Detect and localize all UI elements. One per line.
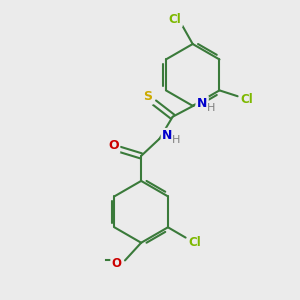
Text: N: N (162, 129, 172, 142)
Text: N: N (197, 97, 207, 110)
Text: O: O (108, 140, 119, 152)
Text: S: S (143, 90, 152, 103)
Text: H: H (207, 103, 216, 113)
Text: Cl: Cl (169, 13, 182, 26)
Text: Cl: Cl (189, 236, 201, 249)
Text: Cl: Cl (240, 93, 253, 106)
Text: H: H (172, 135, 181, 145)
Text: O: O (112, 257, 122, 270)
